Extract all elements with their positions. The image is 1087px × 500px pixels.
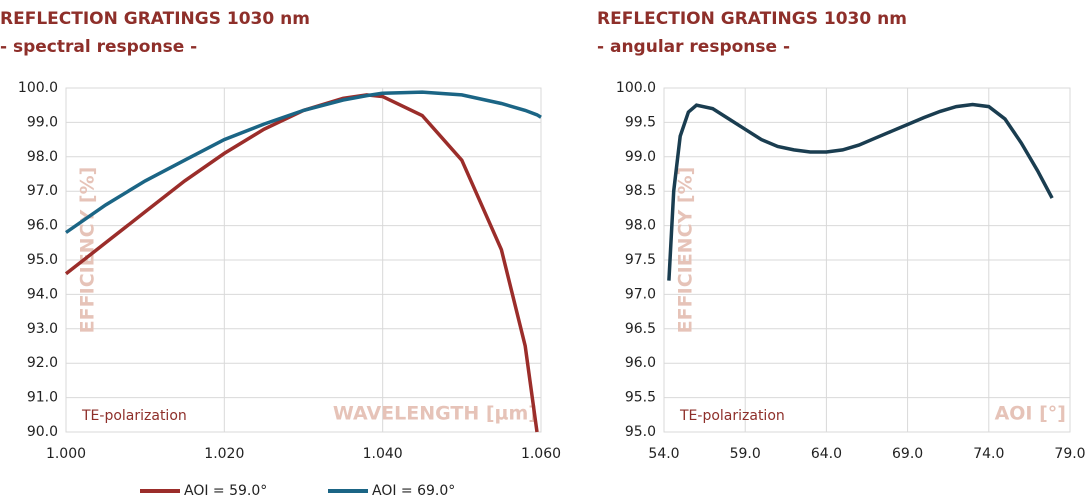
- y-tick-label: 95.0: [625, 424, 656, 440]
- y-tick-label: 95.5: [625, 390, 656, 406]
- y-axis-label: EFFICIENCY [%]: [77, 167, 99, 334]
- x-tick-label: 64.0: [811, 446, 842, 462]
- chart-title: REFLECTION GRATINGS 1030 nm: [0, 9, 310, 29]
- y-tick-label: 95.0: [27, 252, 58, 268]
- x-tick-label: 1.040: [363, 446, 403, 462]
- y-tick-label: 97.0: [27, 183, 58, 199]
- y-tick-label: 96.5: [625, 321, 656, 337]
- x-tick-label: 54.0: [648, 446, 679, 462]
- series-line: [64, 93, 539, 433]
- x-tick-label: 1.000: [46, 446, 86, 462]
- y-tick-label: 99.5: [625, 114, 656, 130]
- y-tick-label: 98.0: [27, 149, 58, 165]
- y-tick-label: 97.5: [625, 252, 656, 268]
- annotation: TE-polarization: [679, 408, 785, 424]
- x-tick-label: 74.0: [973, 446, 1004, 462]
- legend-label: AOI = 59.0°: [184, 483, 267, 499]
- x-axis-label: WAVELENGTH [µm]: [333, 403, 537, 425]
- x-tick-label: 79.0: [1054, 446, 1085, 462]
- y-tick-label: 98.5: [625, 183, 656, 199]
- y-tick-label: 91.0: [27, 390, 58, 406]
- y-tick-label: 96.0: [625, 355, 656, 371]
- x-axis-label: AOI [°]: [995, 403, 1066, 425]
- y-tick-label: 100.0: [616, 80, 656, 96]
- x-tick-label: 1.060: [521, 446, 561, 462]
- y-tick-label: 94.0: [27, 286, 58, 302]
- annotation: TE-polarization: [81, 408, 187, 424]
- chart-title: REFLECTION GRATINGS 1030 nm: [597, 9, 907, 29]
- x-tick-label: 69.0: [892, 446, 923, 462]
- y-tick-label: 100.0: [18, 80, 58, 96]
- legend-label: AOI = 69.0°: [372, 483, 455, 499]
- x-tick-label: 59.0: [730, 446, 761, 462]
- y-tick-label: 96.0: [27, 218, 58, 234]
- y-tick-label: 98.0: [625, 218, 656, 234]
- y-tick-label: 93.0: [27, 321, 58, 337]
- series-line: [667, 102, 1054, 281]
- y-tick-label: 99.0: [27, 114, 58, 130]
- y-axis-label: EFFICIENCY [%]: [675, 167, 697, 334]
- y-tick-label: 99.0: [625, 149, 656, 165]
- chart-subtitle: - spectral response -: [0, 37, 197, 57]
- plot-border: [663, 87, 1071, 433]
- plot-border: [65, 87, 542, 433]
- y-tick-label: 90.0: [27, 424, 58, 440]
- y-tick-label: 97.0: [625, 286, 656, 302]
- x-tick-label: 1.020: [204, 446, 244, 462]
- chart-subtitle: - angular response -: [597, 37, 790, 57]
- series-line: [65, 90, 542, 234]
- y-tick-label: 92.0: [27, 355, 58, 371]
